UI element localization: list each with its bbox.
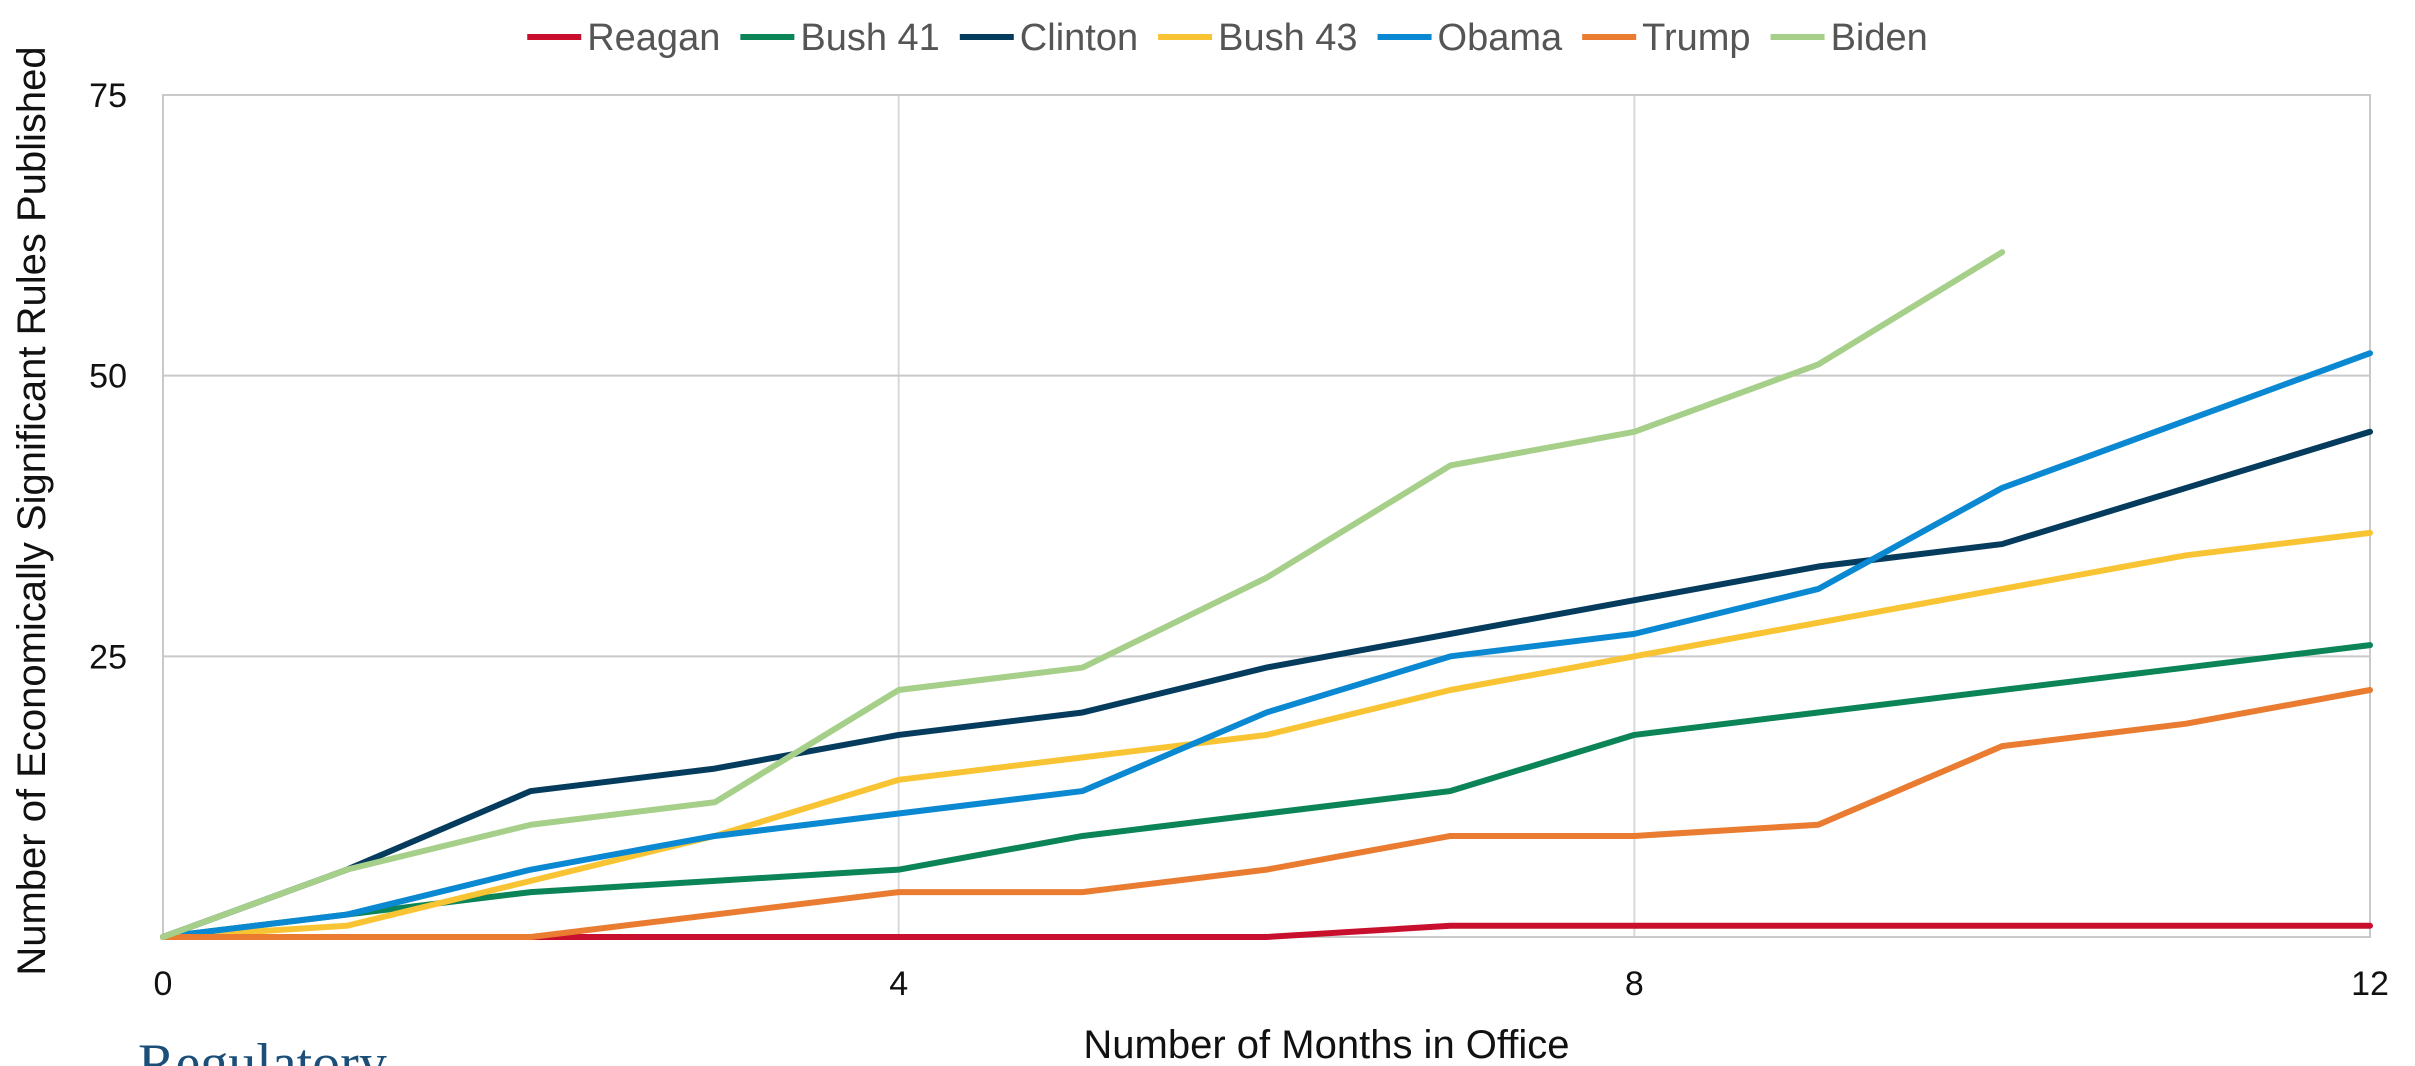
legend-item: Bush 41 [740, 17, 940, 59]
brand-logo-text: Regulatory [138, 1033, 387, 1066]
legend-label: Reagan [587, 17, 720, 59]
y-tick-label: 25 [89, 638, 127, 676]
legend-item: Clinton [959, 17, 1138, 59]
legend-label: Trump [1642, 17, 1750, 59]
legend-item: Bush 43 [1158, 17, 1358, 59]
legend-item: Biden [1770, 17, 1928, 59]
x-tick-label: 0 [154, 965, 173, 1003]
x-tick-label: 12 [2351, 965, 2389, 1003]
series-line-clinton [160, 428, 2373, 940]
grid [163, 95, 2370, 937]
legend-item: Trump [1582, 17, 1751, 59]
x-axis-title: Number of Months in Office [1083, 1023, 1569, 1066]
series-line-obama [160, 350, 2373, 940]
y-axis-title: Number of Economically Significant Rules… [10, 46, 54, 975]
y-tick-labels: 25 50 75 [89, 77, 127, 676]
series-line-bush-43 [160, 529, 2373, 940]
x-tick-label: 4 [889, 965, 908, 1003]
series-line-trump [160, 687, 2373, 940]
series-line-biden [160, 249, 2006, 940]
legend-label: Bush 43 [1218, 17, 1357, 59]
y-tick-label: 50 [89, 358, 127, 396]
legend-label: Biden [1831, 17, 1928, 59]
legend-label: Obama [1438, 17, 1563, 59]
x-tick-label: 8 [1625, 965, 1644, 1003]
legend-label: Clinton [1020, 17, 1138, 59]
legend-label: Bush 41 [800, 17, 939, 59]
x-tick-labels: 0 4 8 12 [154, 965, 2389, 1003]
series-line-bush-41 [160, 642, 2373, 940]
legend-item: Obama [1377, 17, 1563, 59]
legend-item: Reagan [527, 17, 720, 59]
legend: Reagan Bush 41 Clinton Bush 43 Obama Trump Bid… [527, 17, 1928, 59]
y-tick-label: 75 [89, 77, 127, 115]
series-layer [160, 249, 2373, 940]
